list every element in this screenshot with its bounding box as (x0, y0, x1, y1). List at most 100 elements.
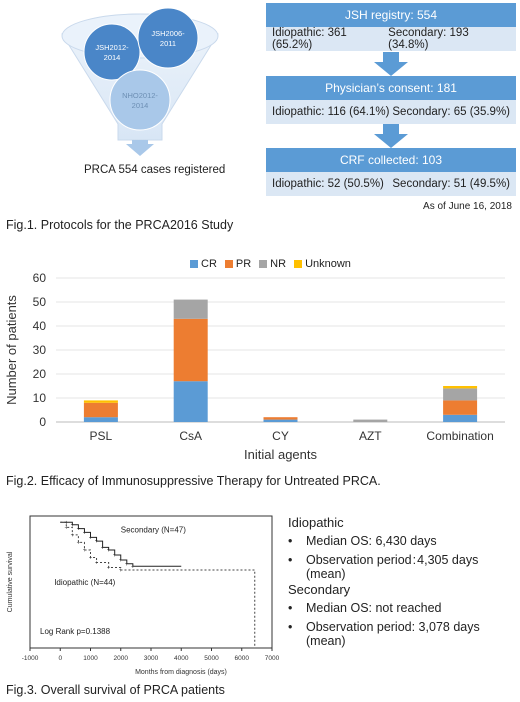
log-rank-annotation: Log Rank p=0.1388 (40, 627, 111, 636)
secondary-censor-mark: + (101, 545, 105, 551)
bar-segment-pr-csa (173, 318, 208, 382)
efficacy-bar-chart: 0 10 20 30 40 50 60 PSL CsA CY AZT Combination Initi… (4, 272, 505, 462)
legend-item-pr: PR (224, 258, 251, 270)
circle-label-jsh2006: JSH2006-2011 (151, 29, 185, 48)
crf-idiopathic: Idiopathic: 52 (50.5%) (272, 178, 384, 190)
x-tick-label: 4000 (174, 655, 189, 662)
bar-segment-pr-combination (443, 400, 478, 415)
circle-label-jsh2012: JSH2012-2014 (95, 43, 129, 62)
x-axis-title: Initial agents (244, 447, 317, 462)
secondary-series-label: Secondary (N=47) (121, 525, 186, 534)
flow-box-consent-split: Idiopathic: 116 (64.1%) Secondary: 65 (3… (266, 100, 516, 124)
secondary-censor-mark: + (107, 548, 111, 554)
secondary-censor-mark: + (119, 558, 123, 564)
y-tick-label: 10 (33, 391, 47, 405)
circle-label-nho2012: NHO2012-2014 (122, 91, 158, 110)
as-of-date: As of June 16, 2018 (423, 201, 512, 212)
fig2-legend: CR PR NR Unknown (190, 258, 359, 270)
legend-swatch-pr (224, 260, 233, 268)
bar-segment-cr-combination (443, 414, 478, 422)
legend-item-unknown: Unknown (294, 258, 351, 270)
x-tick-label: -1000 (22, 655, 39, 662)
crf-secondary: Secondary: 51 (49.5%) (392, 178, 510, 190)
fig3-caption: Fig.3. Overall survival of PRCA patients (6, 683, 225, 697)
x-tick-label: 0 (58, 655, 62, 662)
x-category-label: PSL (90, 429, 113, 443)
bar-segment-nr-azt (353, 419, 388, 422)
x-category-label: CsA (179, 429, 202, 443)
secondary-censor-mark: + (113, 553, 117, 559)
idiopathic-censor-mark: + (89, 555, 93, 561)
bar-segment-pr-psl (83, 402, 118, 418)
km-x-axis-title: Months from diagnosis (days) (135, 669, 227, 676)
y-tick-label: 20 (33, 367, 47, 381)
idiopathic-censor-mark: + (107, 566, 111, 572)
bar-segment-cr-cy (263, 419, 298, 422)
legend-swatch-cr (190, 260, 198, 268)
y-tick-label: 40 (33, 319, 47, 333)
idiopathic-censor-mark: + (83, 548, 87, 554)
y-tick-label: 60 (33, 272, 47, 285)
km-y-axis-title: Cumulative survival (7, 551, 14, 612)
x-category-label: Combination (426, 429, 493, 443)
registry-secondary: Secondary: 193 (34.8%) (388, 27, 469, 51)
idiopathic-censor-mark: + (119, 568, 123, 574)
funnel-circle-jsh2006 (137, 7, 199, 69)
secondary-censor-mark: + (65, 520, 69, 526)
bar-segment-nr-csa (173, 299, 208, 319)
secondary-survival-line (60, 521, 182, 567)
flow-box-crf-split: Idiopathic: 52 (50.5%) Secondary: 51 (49… (266, 172, 516, 196)
registry-idiopathic: Idiopathic: 361 (65.2%) (272, 27, 347, 51)
y-tick-label: 50 (33, 295, 47, 309)
fig1-caption: Fig.1. Protocols for the PRCA2016 Study (6, 218, 234, 232)
idiopathic-censor-mark: + (65, 525, 69, 531)
registry-funnel: JSH2012-2014 JSH2006-2011 NHO2012-2014 (61, 7, 219, 156)
flow-box-crf-title: CRF collected: 103 (266, 148, 516, 172)
funnel-circle-nho2012 (109, 69, 171, 131)
x-category-label: AZT (359, 429, 382, 443)
x-tick-label: 1000 (83, 655, 98, 662)
x-tick-label: 5000 (204, 655, 219, 662)
idiopathic-summary-title: Idiopathic (288, 515, 344, 530)
secondary-censor-mark: + (83, 530, 87, 536)
registered-count: PRCA 554 cases registered (84, 164, 226, 176)
secondary-censor-mark: + (77, 527, 81, 533)
funnel-circle-jsh2012 (83, 23, 141, 81)
legend-item-cr: CR (190, 258, 217, 270)
x-category-label: CY (272, 429, 289, 443)
flow-box-consent-title: Physician’s consent: 181 (266, 76, 516, 100)
flow-arrow-1 (374, 52, 408, 76)
funnel-down-arrow (126, 140, 154, 156)
bar-segment-cr-csa (173, 381, 208, 422)
x-tick-label: 2000 (114, 655, 129, 662)
legend-swatch-unknown (294, 260, 303, 268)
flow-box-registry-title: JSH registry: 554 (266, 3, 516, 27)
consent-secondary: Secondary: 65 (35.9%) (392, 106, 510, 118)
idiopathic-observation: Observation period : 4,305 days (mean) (288, 553, 520, 581)
flow-arrow-2 (374, 124, 408, 148)
legend-swatch-nr (259, 260, 268, 268)
x-tick-label: 7000 (265, 655, 280, 662)
idiopathic-median-os: Median OS: 6,430 days (288, 534, 437, 548)
idiopathic-survival-line (60, 521, 256, 648)
bar-segment-pr-cy (263, 417, 298, 420)
bar-segment-nr-combination (443, 388, 478, 401)
x-tick-label: 3000 (144, 655, 159, 662)
secondary-observation: Observation period: 3,078 days (mean) (288, 620, 520, 648)
idiopathic-censor-mark: + (71, 533, 75, 539)
consent-idiopathic: Idiopathic: 116 (64.1%) (272, 106, 390, 118)
idiopathic-censor-mark: + (95, 561, 99, 567)
secondary-median-os: Median OS: not reached (288, 601, 441, 615)
secondary-summary-title: Secondary (288, 582, 351, 597)
secondary-censor-mark: + (131, 564, 135, 570)
idiopathic-series-label: Idiopathic (N=44) (54, 578, 115, 587)
secondary-censor-mark: + (95, 539, 99, 545)
secondary-censor-mark: + (125, 562, 129, 568)
bar-segment-unknown-combination (443, 386, 478, 389)
secondary-censor-mark: + (89, 535, 93, 541)
y-tick-label: 30 (33, 343, 47, 357)
x-tick-label: 6000 (235, 655, 250, 662)
y-tick-label: 0 (39, 415, 46, 429)
bar-segment-unknown-psl (83, 400, 118, 403)
fig2-caption: Fig.2. Efficacy of Immunosuppressive The… (6, 474, 381, 488)
